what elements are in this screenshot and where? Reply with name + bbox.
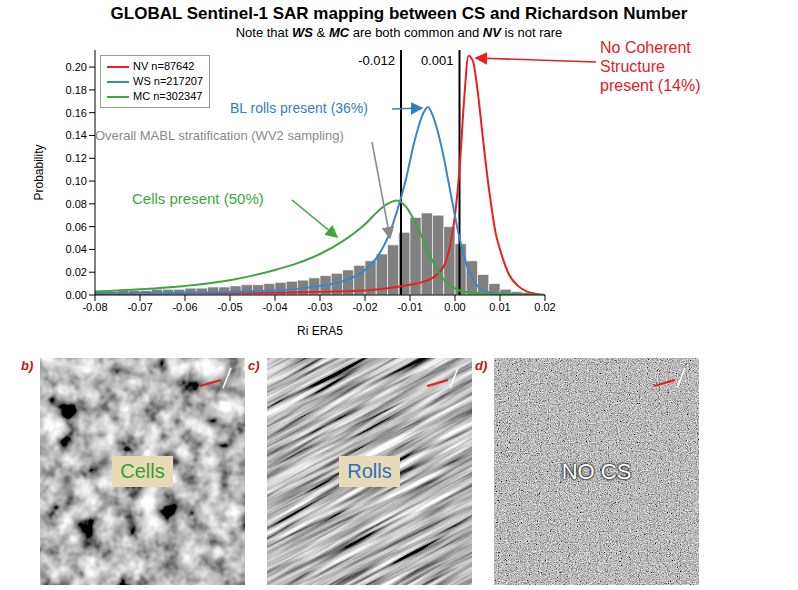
html-text:NV n=87642: NV n=87642 bbox=[133, 60, 195, 72]
svg-text:0.14: 0.14 bbox=[66, 129, 87, 141]
svg-text:Ri ERA5: Ri ERA5 bbox=[297, 324, 343, 338]
html-text:Cells present (50%): Cells present (50%) bbox=[132, 190, 264, 207]
svg-text:0.10: 0.10 bbox=[66, 175, 87, 187]
svg-text:-0.01: -0.01 bbox=[397, 301, 422, 313]
svg-text:-0.08: -0.08 bbox=[82, 301, 107, 313]
html-text:WS n=217207: WS n=217207 bbox=[133, 75, 203, 87]
html-text:Note that WS & MC are both com: Note that WS & MC are both common and NV… bbox=[235, 25, 563, 40]
svg-text:0.18: 0.18 bbox=[66, 84, 87, 96]
html-text:NO CS: NO CS bbox=[561, 458, 632, 484]
svg-text:0.04: 0.04 bbox=[66, 243, 87, 255]
svg-text:0.16: 0.16 bbox=[66, 107, 87, 119]
html-text:c): c) bbox=[248, 358, 260, 373]
svg-text:0.001: 0.001 bbox=[421, 53, 454, 68]
svg-text:-0.04: -0.04 bbox=[262, 301, 287, 313]
svg-text:-0.06: -0.06 bbox=[172, 301, 197, 313]
html-text:No Coherent Structure present: No Coherent Structure present (14%) bbox=[600, 39, 701, 95]
svg-text:Probability: Probability bbox=[32, 144, 46, 200]
svg-text:-0.03: -0.03 bbox=[307, 301, 332, 313]
svg-text:0.00: 0.00 bbox=[444, 301, 465, 313]
svg-text:0.02: 0.02 bbox=[534, 301, 555, 313]
svg-text:0.01: 0.01 bbox=[489, 301, 510, 313]
html-text:Cells: Cells bbox=[120, 460, 165, 482]
svg-text:-0.012: -0.012 bbox=[358, 53, 395, 68]
svg-text:0.20: 0.20 bbox=[66, 61, 87, 73]
html-text:b): b) bbox=[21, 358, 34, 373]
html-text:BL rolls present (36%): BL rolls present (36%) bbox=[230, 100, 368, 116]
html-text:Rolls: Rolls bbox=[347, 460, 392, 482]
html-text:d): d) bbox=[475, 358, 488, 373]
svg-text:-0.05: -0.05 bbox=[217, 301, 242, 313]
svg-text:0.08: 0.08 bbox=[66, 198, 87, 210]
svg-text:0.00: 0.00 bbox=[66, 289, 87, 301]
html-text:MC n=302347: MC n=302347 bbox=[133, 90, 203, 102]
html-text:Overall MABL stratification (W: Overall MABL stratification (WV2 samplin… bbox=[95, 128, 344, 143]
html-text:GLOBAL Sentinel-1 SAR mapping: GLOBAL Sentinel-1 SAR mapping between CS… bbox=[110, 4, 688, 23]
svg-text:-0.07: -0.07 bbox=[127, 301, 152, 313]
svg-text:0.12: 0.12 bbox=[66, 152, 87, 164]
svg-text:0.02: 0.02 bbox=[66, 266, 87, 278]
svg-text:0.06: 0.06 bbox=[66, 221, 87, 233]
svg-text:-0.02: -0.02 bbox=[352, 301, 377, 313]
